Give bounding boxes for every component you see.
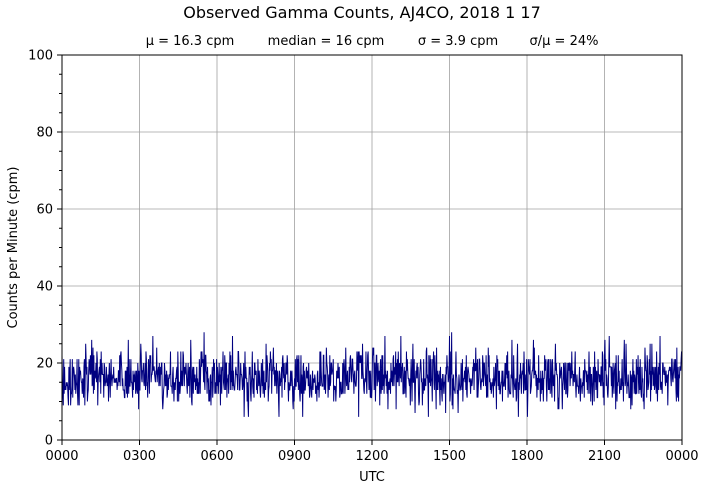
stat-mean: μ = 16.3 cpm — [146, 34, 235, 49]
x-tick-label: 0900 — [278, 449, 311, 464]
stat-sigma: σ = 3.9 cpm — [418, 34, 498, 49]
y-tick-label: 40 — [36, 280, 53, 295]
x-tick-label: 0000 — [665, 449, 698, 464]
stat-cv: σ/μ = 24% — [530, 34, 599, 49]
x-tick-label: 0600 — [200, 449, 233, 464]
series-counts — [61, 332, 683, 417]
y-tick-label: 60 — [36, 203, 53, 218]
x-tick-label: 1500 — [433, 449, 466, 464]
x-tick-label: 1200 — [355, 449, 388, 464]
y-tick-label: 100 — [28, 49, 53, 64]
chart-title: Observed Gamma Counts, AJ4CO, 2018 1 17 — [183, 3, 541, 22]
stat-median: median = 16 cpm — [268, 34, 385, 49]
grid — [62, 55, 682, 440]
x-axis-label: UTC — [359, 470, 385, 485]
y-axis: 0 20 40 60 80 100 — [28, 49, 62, 449]
stats-line: μ = 16.3 cpm median = 16 cpm σ = 3.9 cpm… — [146, 34, 599, 49]
x-tick-label: 0300 — [123, 449, 156, 464]
x-axis: 0000 0300 0600 0900 1200 1500 1800 2100 0000 — [45, 440, 699, 464]
y-tick-label: 0 — [45, 434, 53, 449]
x-tick-label: 1800 — [510, 449, 543, 464]
y-tick-label: 80 — [36, 126, 53, 141]
series-line — [61, 332, 683, 417]
y-tick-label: 20 — [36, 357, 53, 372]
y-axis-label: Counts per Minute (cpm) — [6, 167, 21, 329]
x-tick-label: 0000 — [45, 449, 78, 464]
x-tick-label: 2100 — [588, 449, 621, 464]
